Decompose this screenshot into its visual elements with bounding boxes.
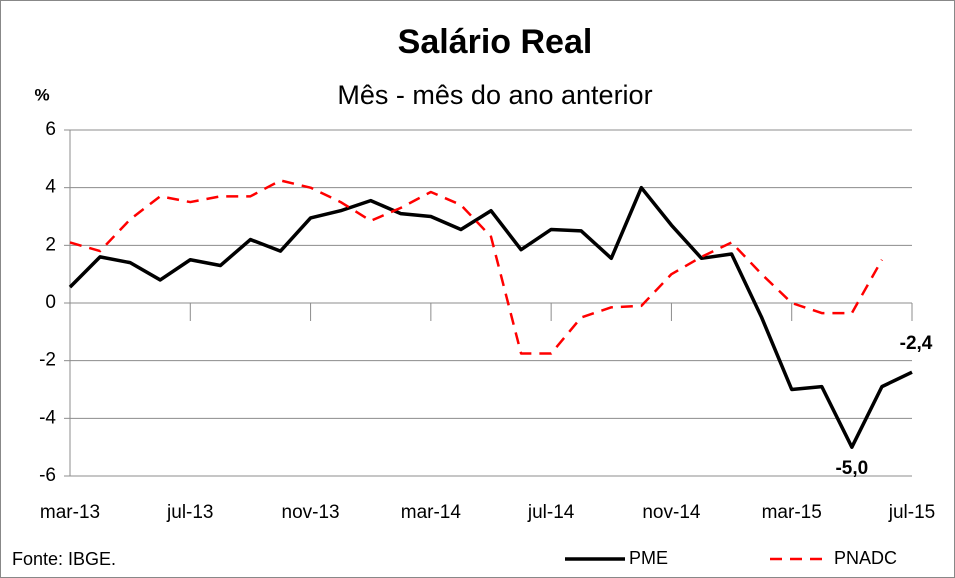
y-tick-label: -2: [39, 350, 56, 371]
y-tick-label: 6: [45, 119, 56, 140]
data-label: -2,4: [900, 333, 933, 354]
x-tick-label: nov-14: [642, 502, 701, 523]
chart-subtitle: Mês - mês do ano anterior: [337, 80, 652, 110]
x-tick-label: nov-13: [282, 502, 340, 523]
x-tick-label: jul-13: [166, 502, 213, 523]
x-tick-label: jul-14: [527, 502, 575, 523]
y-axis-label: %: [34, 85, 49, 104]
y-tick-label: 2: [45, 234, 56, 255]
chart-title: Salário Real: [398, 23, 593, 61]
x-tick-label: mar-13: [40, 502, 100, 523]
line-0: [68, 185, 913, 449]
y-tick-label: 0: [45, 292, 56, 313]
data-label: -5,0: [835, 458, 868, 479]
x-tick-label: mar-15: [762, 502, 822, 523]
x-tick-label: jul-15: [888, 502, 935, 523]
x-tick-label: mar-14: [401, 502, 462, 523]
source: Fonte: IBGE.: [12, 549, 116, 569]
legend-label: PME: [629, 548, 668, 568]
y-tick-label: 4: [45, 177, 56, 198]
y-tick-label: -6: [39, 465, 56, 486]
legend-label: PNADC: [834, 548, 897, 568]
y-tick-label: -4: [39, 407, 56, 428]
